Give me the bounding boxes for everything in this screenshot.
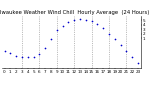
Title: Milwaukee Weather Wind Chill  Hourly Average  (24 Hours): Milwaukee Weather Wind Chill Hourly Aver… — [0, 10, 149, 15]
Point — [21, 56, 23, 57]
Point — [102, 28, 104, 29]
Point — [84, 19, 87, 20]
Point — [44, 48, 46, 49]
Point — [9, 52, 12, 54]
Point — [61, 25, 64, 26]
Point — [90, 20, 93, 22]
Point — [67, 22, 70, 23]
Point — [15, 55, 17, 56]
Point — [73, 19, 75, 21]
Point — [50, 39, 52, 40]
Point — [125, 50, 128, 52]
Point — [113, 39, 116, 40]
Point — [137, 63, 139, 64]
Point — [26, 57, 29, 58]
Point — [3, 50, 6, 52]
Point — [55, 29, 58, 31]
Point — [38, 54, 41, 55]
Point — [119, 44, 122, 46]
Point — [96, 23, 99, 25]
Point — [79, 19, 81, 20]
Point — [32, 56, 35, 57]
Point — [131, 57, 133, 58]
Point — [108, 33, 110, 35]
